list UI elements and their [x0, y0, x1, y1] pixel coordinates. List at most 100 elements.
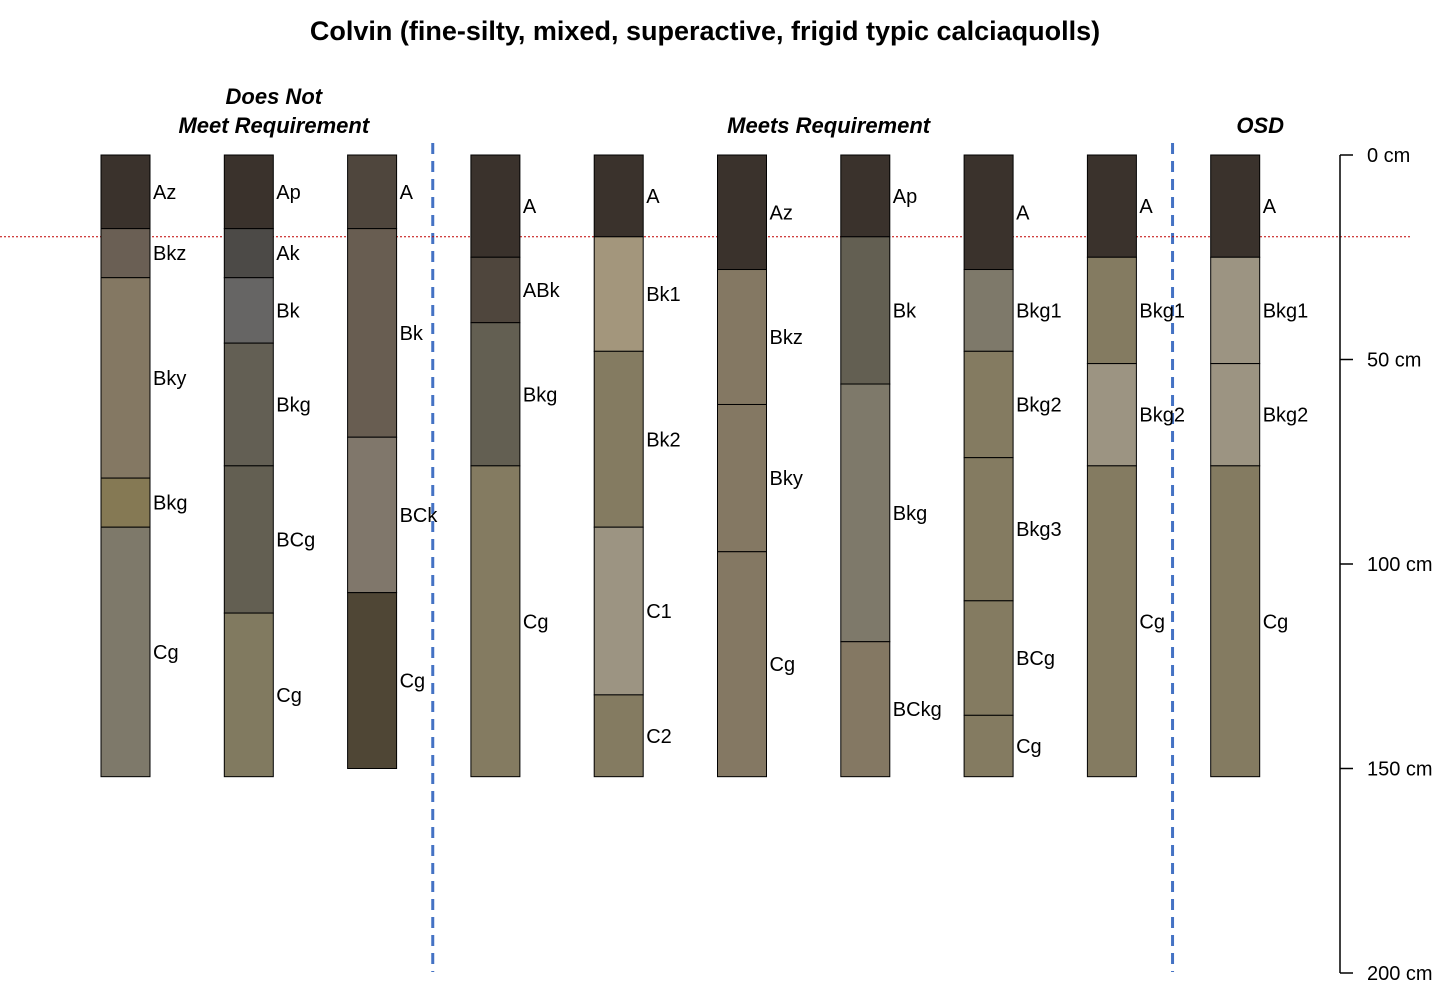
horizon-block [593, 154, 644, 238]
horizon-label: Bkg [153, 493, 187, 515]
horizon-label: Bkg [523, 384, 557, 406]
horizon-block [347, 592, 398, 769]
horizon-block [717, 269, 767, 405]
horizon-block [593, 350, 644, 528]
horizon-block [223, 465, 274, 614]
horizon-block [1210, 465, 1261, 778]
horizon-label: Cg [400, 671, 426, 693]
horizon-block [347, 154, 398, 230]
horizon-block [223, 277, 274, 344]
horizon-block [470, 154, 521, 258]
horizon-label: BCkg [893, 699, 942, 721]
horizon-label: Bk [893, 300, 917, 322]
horizon-label: Bkg2 [1016, 394, 1062, 416]
soil-profile: Az Bkz Bky Bkg Cg [100, 154, 187, 778]
horizon-label: Cg [1263, 611, 1289, 633]
horizon-block [717, 551, 767, 778]
soil-profile: A Bkg1 Bkg2 Bkg3 BCg Cg [963, 154, 1062, 778]
horizon-label: Bkg1 [1139, 300, 1185, 322]
tick-label: 100 cm [1367, 554, 1433, 576]
horizon-block [593, 236, 644, 352]
horizon-label: BCg [276, 529, 315, 551]
soil-profile: Ap Ak Bk Bkg BCg Cg [223, 154, 315, 778]
horizon-label: Cg [153, 642, 179, 664]
horizon-block [840, 154, 891, 238]
horizon-label: A [646, 186, 660, 208]
horizon-label: Cg [523, 611, 549, 633]
horizon-block [100, 228, 151, 279]
horizon-label: Bkz [770, 327, 803, 349]
tick-label: 50 cm [1367, 350, 1421, 372]
horizon-block [223, 228, 274, 279]
horizon-block [347, 436, 398, 594]
horizon-label: Bkz [153, 243, 186, 265]
tick-label: 0 cm [1367, 145, 1410, 167]
group-label: Meets Requirement [727, 113, 932, 138]
horizon-block [1086, 154, 1137, 258]
soil-profile: A Bk BCk Cg [347, 154, 438, 769]
horizon-label: A [1139, 196, 1153, 218]
horizon-label: Bkg1 [1016, 300, 1062, 322]
horizon-label: Bkg2 [1263, 405, 1309, 427]
horizon-block [593, 694, 644, 778]
horizon-label: Bky [770, 468, 803, 490]
horizon-block [963, 350, 1014, 459]
horizon-block [470, 465, 521, 778]
tick-label: 150 cm [1367, 759, 1433, 781]
horizon-label: Ap [893, 186, 917, 208]
horizon-block [223, 342, 274, 467]
horizon-block [347, 228, 398, 438]
soil-profile: Ap Bk Bkg BCkg [840, 154, 942, 778]
horizon-label: Cg [1139, 611, 1165, 633]
horizon-block [717, 154, 767, 271]
horizon-block [1086, 363, 1137, 467]
horizon-label: Bkg1 [1263, 300, 1309, 322]
horizon-label: Cg [770, 654, 796, 676]
horizon-label: Bky [153, 368, 186, 390]
horizon-label: A [523, 196, 537, 218]
horizon-block [963, 714, 1014, 778]
group-label: OSD [1236, 113, 1284, 138]
horizon-label: Ap [276, 182, 300, 204]
horizon-block [100, 154, 151, 230]
horizon-block [1086, 256, 1137, 365]
horizon-label: Bkg [276, 394, 310, 416]
horizon-block [223, 154, 274, 230]
horizon-label: Az [153, 182, 176, 204]
soil-profile: A Bkg1 Bkg2 Cg [1210, 154, 1309, 778]
group-dividers [431, 143, 1175, 972]
horizon-label: Bk [400, 323, 424, 345]
horizon-block [963, 269, 1014, 352]
group-labels: Does Not Meet Requirement Meets Requiremen… [178, 84, 1284, 138]
horizon-block [1210, 154, 1261, 258]
soil-profile: A Bkg1 Bkg2 Cg [1086, 154, 1185, 778]
group-label: Does Not [226, 84, 324, 109]
horizon-block [100, 477, 151, 528]
soil-profiles: AzBkzBkyBkgCgApAkBkBkgBCgCgABkBCkCgAABkB… [100, 154, 1309, 778]
depth-axis: 0 cm 50 cm 100 cm 150 cm 200 cm [1339, 145, 1433, 985]
horizon-block [1210, 363, 1261, 467]
horizon-label: Cg [1016, 736, 1042, 758]
horizon-label: ABk [523, 280, 561, 302]
horizon-block [963, 154, 1014, 271]
horizon-label: Bk [276, 300, 300, 322]
soil-profile: Az Bkz Bky Cg [717, 154, 803, 778]
horizon-block [470, 322, 521, 467]
soil-profile: A Bk1 Bk2 C1 C2 [593, 154, 681, 778]
horizon-label: C1 [646, 601, 672, 623]
horizon-label: Ak [276, 243, 300, 265]
horizon-block [717, 403, 767, 553]
horizon-block [223, 612, 274, 778]
horizon-label: A [1263, 196, 1277, 218]
horizon-label: Az [770, 202, 793, 224]
horizon-label: A [400, 182, 414, 204]
horizon-label: Bkg [893, 503, 927, 525]
horizon-label: A [1016, 202, 1030, 224]
horizon-block [1210, 256, 1261, 365]
horizon-block [840, 641, 891, 778]
horizon-block [100, 526, 151, 778]
diagram-title: Colvin (fine-silty, mixed, superactive, … [310, 16, 1100, 46]
horizon-block [840, 383, 891, 643]
group-label: Meet Requirement [178, 113, 370, 138]
